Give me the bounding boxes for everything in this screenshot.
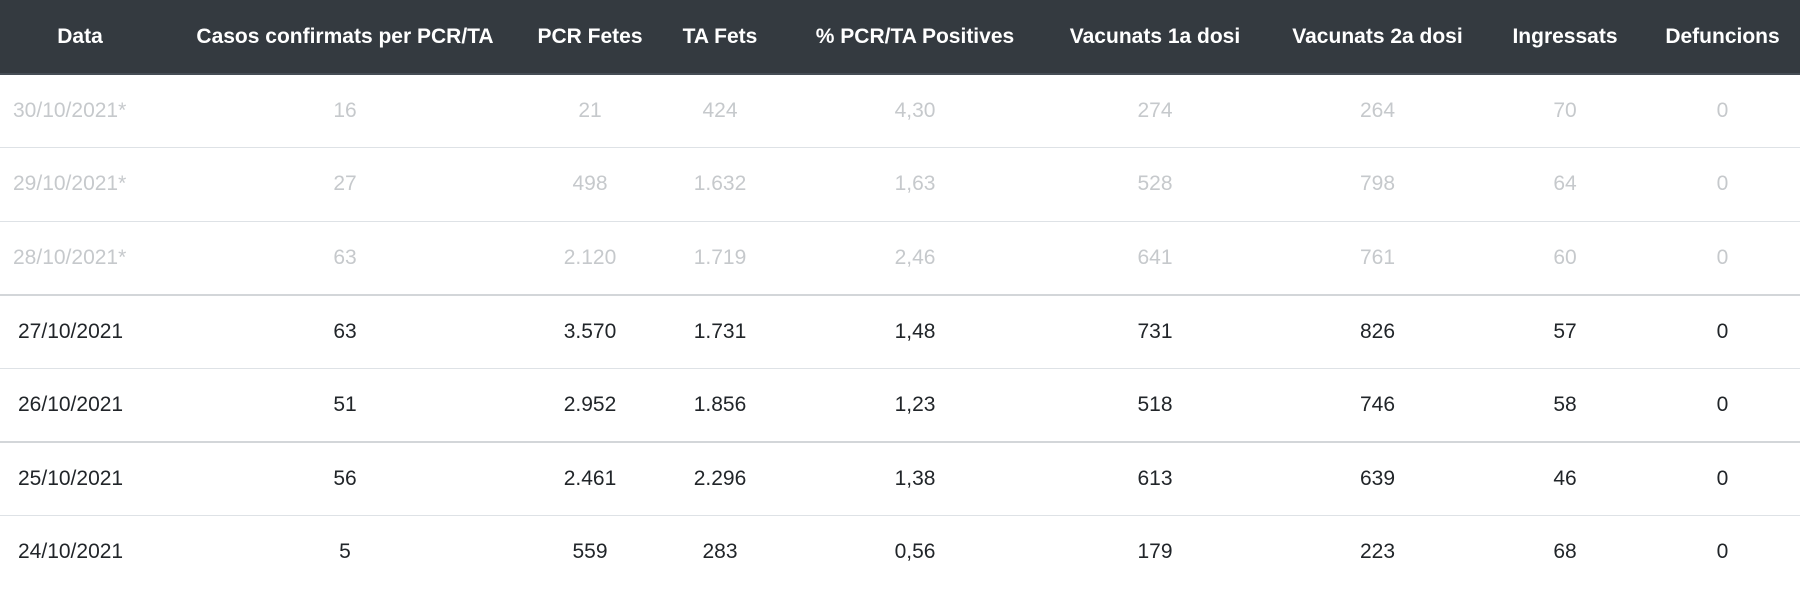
cell-vacunats-1a-dosi: 518: [1040, 367, 1270, 442]
cell-ta-fets: 2.296: [650, 440, 790, 515]
cell-ingressats: 58: [1485, 367, 1645, 442]
cell-pcr-fetes: 2.120: [530, 220, 650, 295]
cell-pcr-fetes: 498: [530, 147, 650, 221]
cell-date: 26/10/2021: [0, 367, 160, 442]
cell-vacunats-1a-dosi: 731: [1040, 293, 1270, 368]
cell-casos-confirmats: 51: [160, 367, 530, 442]
cell-pcr-fetes: 559: [530, 514, 650, 589]
cell-casos-confirmats: 16: [333, 99, 357, 122]
cell-casos-confirmats: 5: [160, 514, 530, 589]
cell-vacunats-2a-dosi: 223: [1270, 514, 1485, 589]
header-ta-fets: TA Fets: [650, 0, 790, 75]
header-data: Data: [0, 0, 160, 75]
cell-date: 27/10/2021: [0, 293, 160, 368]
table-row: 24/10/2021 5 559 283 0,56 179 223 68 0: [0, 514, 1800, 589]
header-pcr-fetes: PCR Fetes: [530, 0, 650, 75]
cell-percent-positives: 4,30: [894, 99, 936, 122]
cell-ingressats: 46: [1485, 440, 1645, 515]
cell-casos-confirmats: 27: [160, 147, 530, 221]
cell-ta-fets: 283: [650, 514, 790, 589]
cell-defuncions: 0: [1645, 440, 1800, 515]
cell-vacunats-2a-dosi: 746: [1270, 367, 1485, 442]
cell-vacunats-1a-dosi: 641: [1040, 220, 1270, 295]
cell-vacunats-2a-dosi: 639: [1270, 440, 1485, 515]
cell-casos-confirmats: 63: [160, 293, 530, 368]
cell-defuncions: 0: [1645, 293, 1800, 368]
header-vacunats-2a-dosi: Vacunats 2a dosi: [1270, 0, 1485, 75]
header-ingressats: Ingressats: [1485, 0, 1645, 75]
cell-vacunats-1a-dosi: 274: [1137, 99, 1173, 122]
cell-date: 28/10/2021*: [0, 220, 160, 295]
cell-percent-positives: 1,63: [790, 147, 1040, 221]
cell-percent-positives: 1,38: [790, 440, 1040, 515]
cell-ta-fets: 1.731: [650, 293, 790, 368]
cell-defuncions: 0: [1645, 514, 1800, 589]
cell-vacunats-1a-dosi: 179: [1040, 514, 1270, 589]
cell-vacunats-2a-dosi: 264: [1359, 99, 1396, 122]
header-casos-confirmats: Casos confirmats per PCR/TA: [160, 0, 530, 75]
cell-percent-positives: 1,48: [790, 293, 1040, 368]
cell-ingressats: 68: [1485, 514, 1645, 589]
cell-vacunats-1a-dosi: 613: [1040, 440, 1270, 515]
table-row: 25/10/2021 56 2.461 2.296 1,38 613 639 46 0: [0, 440, 1800, 515]
table-row: 30/10/2021* 16 21 424 4,30 274 264 70 0: [0, 74, 1800, 148]
cell-vacunats-2a-dosi: 761: [1270, 220, 1485, 295]
table-row: 26/10/2021 51 2.952 1.856 1,23 518 746 58 0: [0, 367, 1800, 442]
cell-ta-fets: 424: [702, 99, 738, 122]
cell-ingressats: 70: [1553, 99, 1577, 122]
cell-percent-positives: 0,56: [790, 514, 1040, 589]
cell-vacunats-2a-dosi: 798: [1270, 147, 1485, 221]
cell-ta-fets: 1.719: [650, 220, 790, 295]
cell-defuncions: 0: [1645, 147, 1800, 221]
cell-casos-confirmats: 63: [160, 220, 530, 295]
cell-pcr-fetes: 21: [578, 99, 602, 122]
cell-vacunats-1a-dosi: 528: [1040, 147, 1270, 221]
cell-defuncions: 0: [1645, 367, 1800, 442]
table-row: 29/10/2021* 27 498 1.632 1,63 528 798 64 0: [0, 147, 1800, 221]
cell-pcr-fetes: 2.952: [530, 367, 650, 442]
cell-ingressats: 64: [1485, 147, 1645, 221]
cell-ingressats: 57: [1485, 293, 1645, 368]
cell-pcr-fetes: 2.461: [530, 440, 650, 515]
table-row: 28/10/2021* 63 2.120 1.719 2,46 641 761 60 0: [0, 220, 1800, 295]
table-header: Data Casos confirmats per PCR/TA PCR Fet…: [0, 0, 1800, 75]
cell-ta-fets: 1.856: [650, 367, 790, 442]
cell-ta-fets: 1.632: [650, 147, 790, 221]
cell-ingressats: 60: [1485, 220, 1645, 295]
cell-casos-confirmats: 56: [160, 440, 530, 515]
cell-pcr-fetes: 3.570: [530, 293, 650, 368]
cell-date: 24/10/2021: [0, 514, 160, 589]
cell-percent-positives: 1,23: [790, 367, 1040, 442]
table-body: 30/10/2021* 16 21 424 4,30 274 264 70 0 29/10/202…: [0, 74, 1800, 589]
header-percent-positives: % PCR/TA Positives: [790, 0, 1040, 75]
cell-date: 30/10/2021*: [13, 99, 127, 122]
cell-defuncions: 0: [1716, 99, 1729, 122]
table-header-row: Data Casos confirmats per PCR/TA PCR Fet…: [0, 0, 1800, 75]
cell-date: 25/10/2021: [0, 440, 160, 515]
cell-vacunats-2a-dosi: 826: [1270, 293, 1485, 368]
header-vacunats-1a-dosi: Vacunats 1a dosi: [1040, 0, 1270, 75]
cell-date: 29/10/2021*: [0, 147, 160, 221]
table-row: 27/10/2021 63 3.570 1.731 1,48 731 826 57 0: [0, 293, 1800, 368]
cell-defuncions: 0: [1645, 220, 1800, 295]
header-defuncions: Defuncions: [1645, 0, 1800, 75]
cell-percent-positives: 2,46: [790, 220, 1040, 295]
